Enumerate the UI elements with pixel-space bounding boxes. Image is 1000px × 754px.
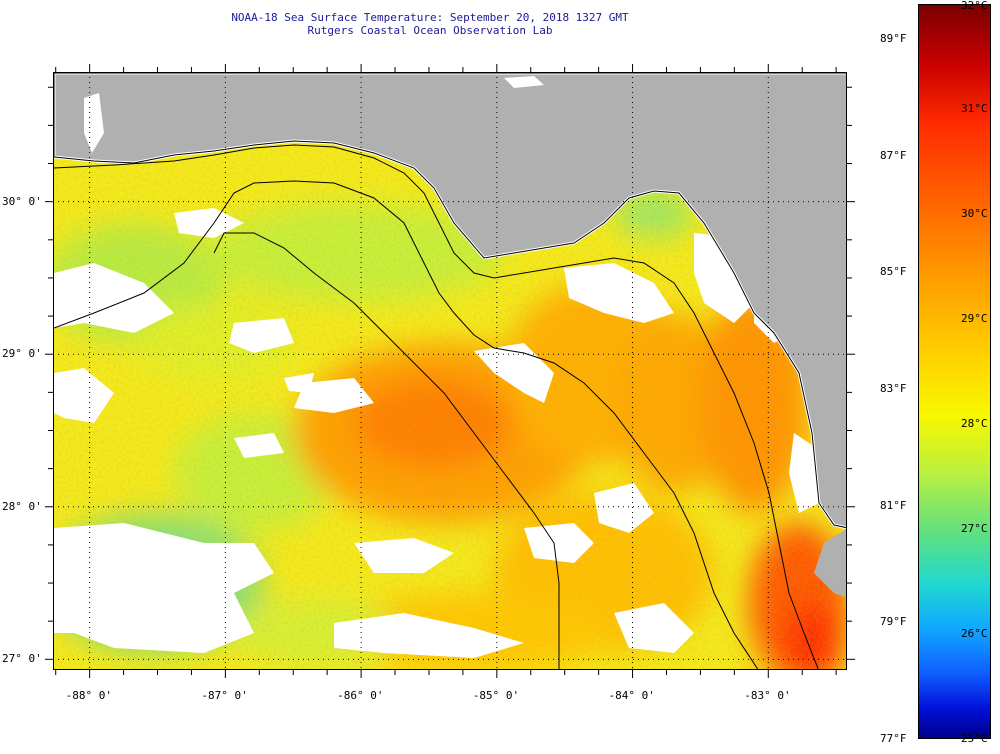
- isobath-600ft: [213, 232, 560, 669]
- colorbar-fahrenheit-label: 77°F: [880, 732, 907, 745]
- map-title: NOAA-18 Sea Surface Temperature: Septemb…: [231, 11, 629, 24]
- lon-label: -87° 0': [201, 689, 248, 702]
- lon-label: -86° 0': [337, 689, 384, 702]
- lat-label: 29° 0': [2, 347, 42, 361]
- sst-map-canvas: [54, 73, 846, 669]
- lat-label: 28° 0': [2, 499, 42, 513]
- colorbar-fahrenheit-label: 87°F: [880, 148, 907, 162]
- lon-label: -84° 0': [608, 689, 655, 702]
- lat-label: 30° 0': [2, 194, 42, 208]
- lon-label: -85° 0': [472, 689, 520, 702]
- colorbar-celsius-label: 29°C: [961, 312, 988, 325]
- lon-label: -83° 0': [744, 689, 791, 702]
- colorbar-fahrenheit-label: 89°F: [880, 32, 907, 45]
- colorbar-fahrenheit-label: 81°F: [880, 498, 907, 512]
- isobaths: [54, 144, 819, 669]
- land: [54, 73, 846, 598]
- colorbar-celsius-label: 30°C: [961, 207, 988, 220]
- colorbar-celsius-label: 32°C: [961, 0, 988, 12]
- colorbar-celsius-label: 27°C: [961, 522, 988, 535]
- colorbar-fahrenheit-label: 85°F: [880, 265, 907, 279]
- isobath-60ft: [54, 144, 819, 669]
- map-subtitle: Rutgers Coastal Ocean Observation Lab: [307, 24, 553, 37]
- colorbar-celsius-label: 25°C: [961, 732, 988, 745]
- lon-label: -88° 0': [65, 689, 112, 702]
- colorbar-celsius-label: 28°C: [961, 417, 988, 430]
- colorbar-celsius-label: 31°C: [961, 102, 988, 115]
- isobath-120ft: [54, 180, 759, 669]
- colorbar-celsius-label: 26°C: [961, 627, 988, 640]
- colorbar-fahrenheit-label: 83°F: [880, 382, 907, 395]
- colorbar-fahrenheit-label: 79°F: [880, 615, 907, 629]
- sst-map: [53, 72, 847, 670]
- lat-label: 27° 0': [2, 652, 42, 666]
- temperature-colorbar: [918, 4, 991, 739]
